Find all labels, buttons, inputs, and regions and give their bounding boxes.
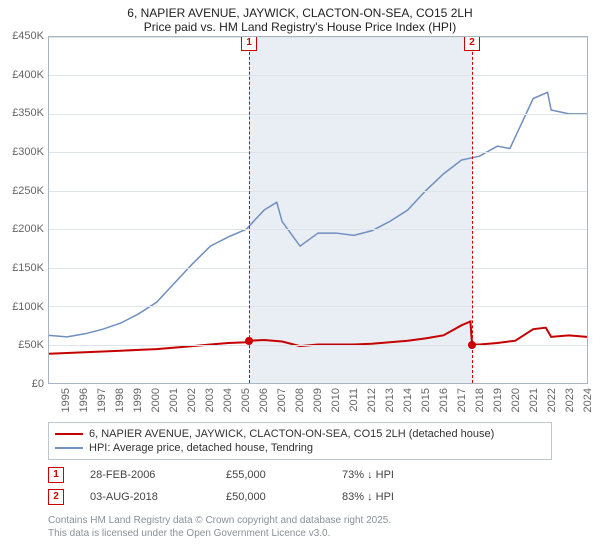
y-tick-label: £400K [12, 69, 44, 81]
y-tick-label: £200K [12, 223, 44, 235]
gridline [49, 345, 587, 346]
sale-dot [245, 337, 253, 345]
title-address: 6, NAPIER AVENUE, JAYWICK, CLACTON-ON-SE… [0, 6, 600, 20]
y-tick-label: £0 [32, 378, 44, 390]
title-subtitle: Price paid vs. HM Land Registry's House … [0, 20, 600, 34]
sale-row: 1 28-FEB-2006 £55,000 73% ↓ HPI [48, 464, 552, 486]
sale-date: 28-FEB-2006 [90, 469, 200, 481]
y-tick-label: £450K [12, 30, 44, 42]
sale-marker-line [472, 37, 473, 383]
title-block: 6, NAPIER AVENUE, JAYWICK, CLACTON-ON-SE… [0, 0, 600, 36]
gridline [49, 229, 587, 230]
footer: Contains HM Land Registry data © Crown c… [48, 514, 552, 540]
footer-line1: Contains HM Land Registry data © Crown c… [48, 514, 552, 527]
sale-marker-line [249, 37, 250, 383]
sale-price: £50,000 [226, 491, 316, 503]
legend-row: 6, NAPIER AVENUE, JAYWICK, CLACTON-ON-SE… [55, 427, 545, 441]
y-axis: £0£50K£100K£150K£200K£250K£300K£350K£400… [0, 36, 46, 384]
legend-label: 6, NAPIER AVENUE, JAYWICK, CLACTON-ON-SE… [89, 428, 494, 440]
x-axis: 1995199619971998199920002001200220032004… [48, 384, 588, 416]
plot-region: 12 [48, 36, 588, 384]
gridline [49, 152, 587, 153]
y-tick-label: £150K [12, 262, 44, 274]
y-tick-label: £350K [12, 107, 44, 119]
gridline [49, 306, 587, 307]
gridline [49, 114, 587, 115]
legend-swatch [55, 447, 83, 449]
sale-date: 03-AUG-2018 [90, 491, 200, 503]
chart-container: 6, NAPIER AVENUE, JAYWICK, CLACTON-ON-SE… [0, 0, 600, 560]
series-line [49, 321, 587, 353]
legend: 6, NAPIER AVENUE, JAYWICK, CLACTON-ON-SE… [48, 422, 552, 460]
gridline [49, 191, 587, 192]
sale-dot [468, 341, 476, 349]
legend-row: HPI: Average price, detached house, Tend… [55, 441, 545, 455]
sale-index-badge: 1 [48, 467, 64, 483]
sale-marker-badge: 2 [464, 36, 480, 51]
series-line [49, 92, 587, 337]
y-tick-label: £300K [12, 146, 44, 158]
gridline [49, 37, 587, 38]
footer-line2: This data is licensed under the Open Gov… [48, 527, 552, 540]
y-tick-label: £100K [12, 301, 44, 313]
legend-swatch [55, 433, 83, 435]
y-tick-label: £50K [18, 339, 44, 351]
legend-label: HPI: Average price, detached house, Tend… [89, 442, 313, 454]
gridline [49, 268, 587, 269]
line-layer [49, 37, 587, 383]
gridline [49, 75, 587, 76]
sale-row: 2 03-AUG-2018 £50,000 83% ↓ HPI [48, 486, 552, 508]
sale-index-badge: 2 [48, 489, 64, 505]
sale-delta: 73% ↓ HPI [342, 469, 394, 481]
y-tick-label: £250K [12, 185, 44, 197]
x-tick-label: 2024 [582, 388, 600, 412]
chart-area: £0£50K£100K£150K£200K£250K£300K£350K£400… [48, 36, 588, 416]
sale-marker-badge: 1 [241, 36, 257, 51]
sale-delta: 83% ↓ HPI [342, 491, 394, 503]
sales-table: 1 28-FEB-2006 £55,000 73% ↓ HPI 2 03-AUG-2018… [48, 464, 552, 508]
sale-price: £55,000 [226, 469, 316, 481]
